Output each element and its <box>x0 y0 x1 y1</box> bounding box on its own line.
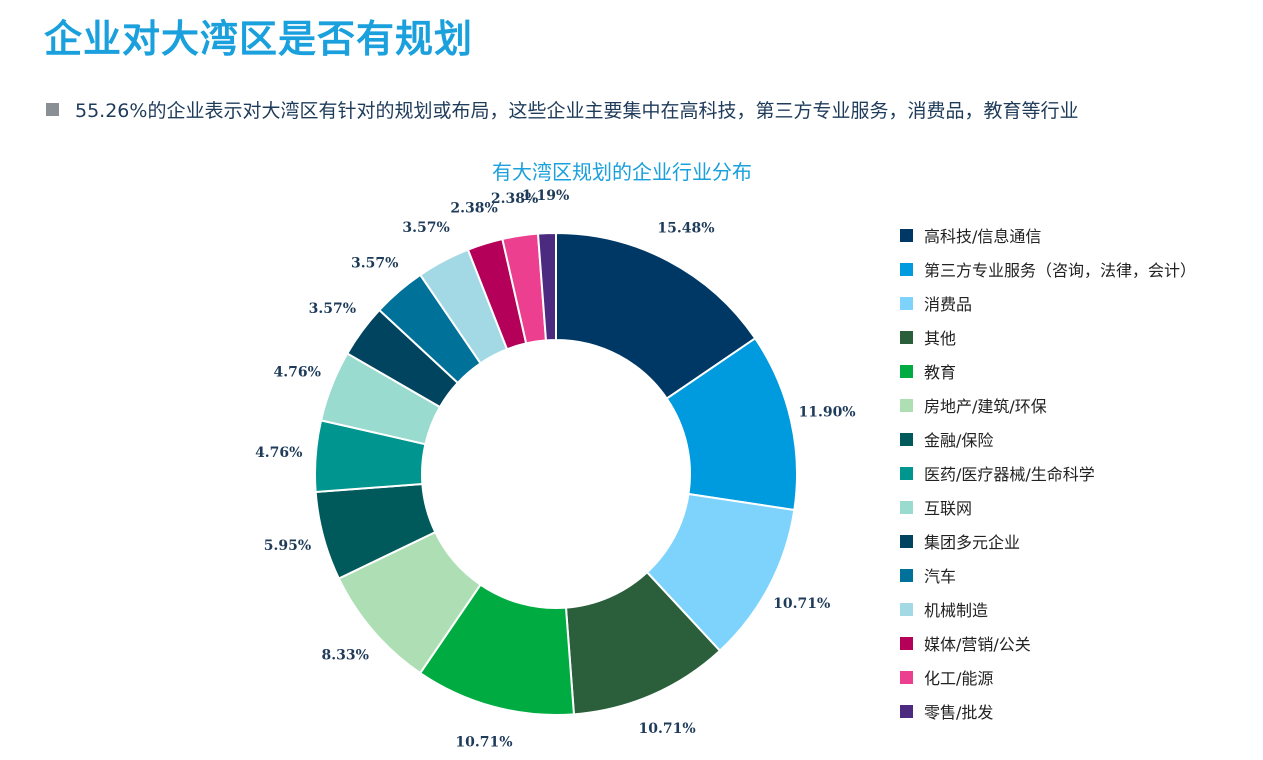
donut-slice <box>536 231 557 342</box>
legend-item: 医药/医疗器械/生命科学 <box>900 456 1196 490</box>
legend-item: 房地产/建筑/环保 <box>900 388 1196 422</box>
legend-item: 汽车 <box>900 558 1196 592</box>
legend-swatch <box>900 432 913 446</box>
legend-swatch <box>900 670 913 684</box>
legend-item: 金融/保险 <box>900 422 1196 456</box>
legend-item: 第三方专业服务（咨询，法律，会计） <box>900 252 1196 286</box>
legend-item: 其他 <box>900 320 1196 354</box>
legend-label: 零售/批发 <box>924 703 994 722</box>
summary-bullet: 55.26%的企业表示对大湾区有针对的规划或布局，这些企业主要集中在高科技，第三… <box>46 94 1078 124</box>
data-label: 1.19% <box>522 188 569 204</box>
legend-label: 第三方专业服务（咨询，法律，会计） <box>924 261 1197 280</box>
data-label: 2.38% <box>450 200 497 216</box>
legend-swatch <box>900 534 913 548</box>
legend-label: 化工/能源 <box>924 669 994 688</box>
legend-swatch <box>900 228 913 242</box>
legend-item: 互联网 <box>900 490 1196 524</box>
legend-label: 汽车 <box>924 567 957 586</box>
legend-item: 化工/能源 <box>900 660 1196 694</box>
data-label: 15.48% <box>657 220 714 236</box>
legend-swatch <box>900 704 913 718</box>
data-label: 2.38% <box>491 191 538 207</box>
legend-swatch <box>900 636 913 650</box>
chart-legend: 高科技/信息通信第三方专业服务（咨询，法律，会计） 消费品其他教育房地产/建筑/环… <box>900 218 1196 728</box>
legend-item: 机械制造 <box>900 592 1196 626</box>
legend-swatch <box>900 466 913 480</box>
legend-swatch <box>900 364 913 378</box>
bullet-square-icon <box>46 102 59 116</box>
legend-label: 高科技/信息通信 <box>924 227 1042 246</box>
legend-swatch <box>900 500 913 514</box>
data-label: 3.57% <box>402 220 449 236</box>
legend-swatch <box>900 330 913 344</box>
legend-label: 媒体/营销/公关 <box>924 635 1031 654</box>
legend-item: 消费品 <box>900 286 1196 320</box>
legend-swatch <box>900 568 913 582</box>
legend-swatch <box>900 602 913 616</box>
data-label: 5.95% <box>264 538 311 554</box>
legend-label: 金融/保险 <box>924 431 994 450</box>
page-title: 企业对大湾区是否有规划 <box>44 16 474 61</box>
legend-item: 高科技/信息通信 <box>900 218 1196 252</box>
legend-label: 机械制造 <box>924 601 989 620</box>
legend-item: 集团多元企业 <box>900 524 1196 558</box>
data-label: 4.76% <box>255 445 302 461</box>
legend-item: 媒体/营销/公关 <box>900 626 1196 660</box>
legend-swatch <box>900 398 913 412</box>
legend-label: 房地产/建筑/环保 <box>924 397 1047 416</box>
summary-text: 55.26%的企业表示对大湾区有针对的规划或布局，这些企业主要集中在高科技，第三… <box>75 99 1079 122</box>
data-label: 3.57% <box>351 255 398 271</box>
data-label: 4.76% <box>274 364 321 380</box>
legend-label: 集团多元企业 <box>924 533 1021 552</box>
data-label: 10.71% <box>639 721 696 737</box>
data-label: 3.57% <box>309 301 356 317</box>
legend-label: 互联网 <box>924 499 973 518</box>
data-label: 11.90% <box>798 404 855 420</box>
legend-swatch <box>900 262 913 276</box>
data-label: 8.33% <box>322 647 369 663</box>
data-label: 10.71% <box>773 596 830 612</box>
legend-label: 其他 <box>924 329 957 348</box>
legend-item: 零售/批发 <box>900 694 1196 728</box>
legend-item: 教育 <box>900 354 1196 388</box>
legend-label: 教育 <box>924 363 957 382</box>
donut-slice <box>555 231 757 400</box>
chart-title: 有大湾区规划的企业行业分布 <box>492 160 752 184</box>
data-label: 10.71% <box>455 735 512 751</box>
legend-swatch <box>900 296 913 310</box>
legend-label: 医药/医疗器械/生命科学 <box>924 465 1095 484</box>
legend-label: 消费品 <box>924 295 973 314</box>
